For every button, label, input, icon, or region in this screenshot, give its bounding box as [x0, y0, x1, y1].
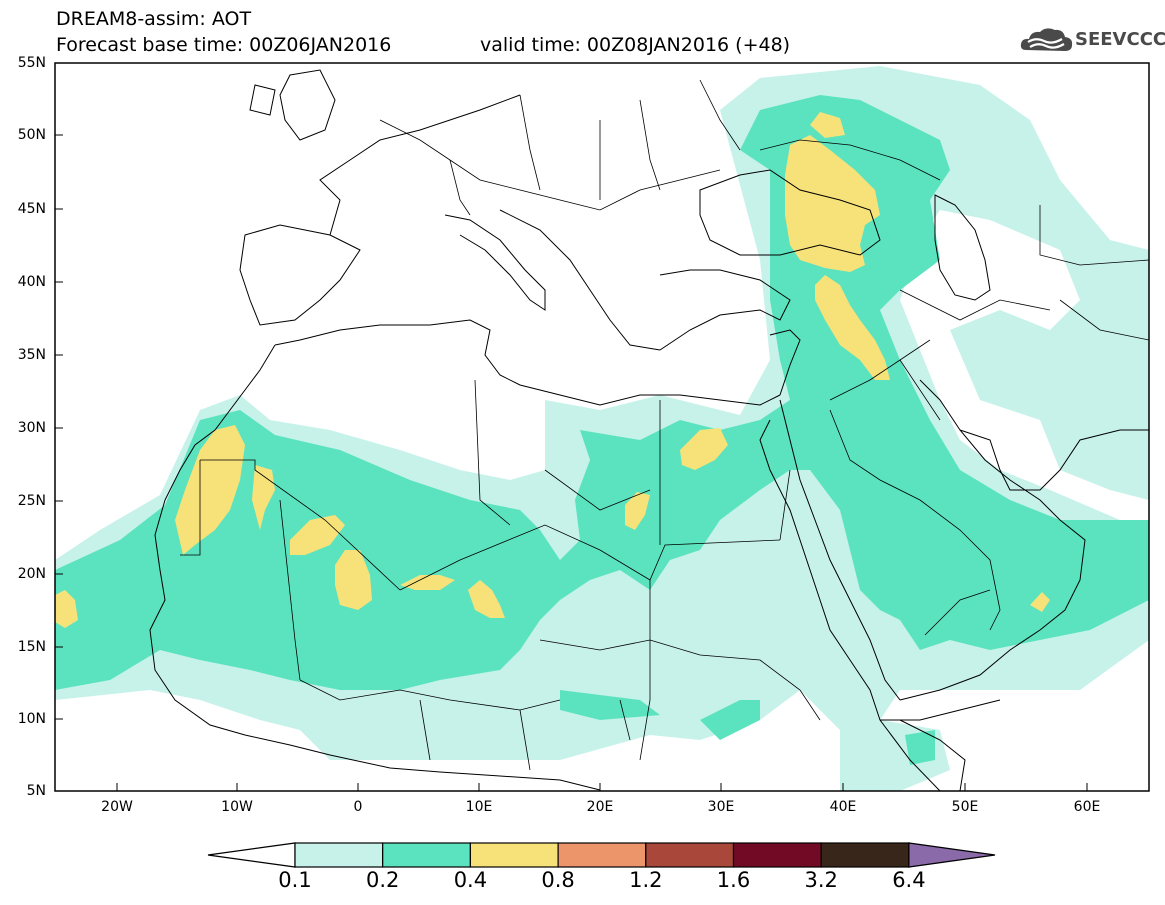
lat-label: 15N [17, 639, 46, 655]
lon-label: 10E [465, 799, 493, 815]
axis-ticks [55, 134, 1088, 791]
forecast-base-time: Forecast base time: 00Z06JAN2016 [56, 34, 392, 56]
cloud-icon [1020, 28, 1073, 51]
lat-label: 20N [17, 566, 46, 582]
colorbar-label: 0.4 [453, 868, 488, 892]
colorbar-label: 1.2 [629, 868, 663, 892]
colorbar-label: 1.6 [716, 868, 751, 892]
colorbar-segment [820, 842, 910, 868]
colorbar-over-triangle [908, 842, 996, 868]
lon-label: 20E [586, 799, 614, 815]
colorbar-segment [732, 842, 822, 868]
lon-label: 20W [101, 799, 133, 815]
colorbar-segment [557, 842, 647, 868]
lon-label: 60E [1073, 799, 1101, 815]
colorbar-label: 6.4 [892, 868, 926, 892]
colorbar-label: 0.8 [541, 868, 575, 892]
colorbar-label: 3.2 [804, 868, 838, 892]
lat-label: 5N [26, 783, 46, 799]
lat-label: 10N [17, 711, 46, 727]
aot-level-0-4 [55, 112, 1050, 628]
lon-label: 0 [353, 799, 363, 815]
borders [180, 79, 1149, 771]
colorbar [207, 842, 996, 868]
lon-label: 40E [829, 799, 857, 815]
lon-label: 50E [951, 799, 979, 815]
colorbar-segment [294, 842, 384, 868]
lat-label: 50N [17, 127, 46, 143]
lat-label: 35N [17, 347, 46, 363]
colorbar-label: 0.1 [278, 868, 312, 892]
lat-label: 55N [17, 55, 46, 71]
colorbar-segment [382, 842, 472, 868]
lat-label: 30N [17, 420, 46, 436]
valid-time: valid time: 00Z08JAN2016 (+48) [480, 34, 791, 56]
lon-label: 10W [221, 799, 253, 815]
lat-label: 45N [17, 201, 46, 217]
colorbar-label: 0.2 [365, 868, 400, 892]
logo-text: SEEVCCC [1075, 29, 1165, 50]
lon-label: 30E [707, 799, 735, 815]
map-frame [54, 62, 1150, 792]
map-title: DREAM8-assim: AOT [56, 8, 252, 30]
colorbar-segment [469, 842, 559, 868]
coastlines [149, 69, 1149, 791]
colorbar-under-triangle [207, 842, 296, 868]
colorbar-segment [645, 842, 735, 868]
lat-label: 25N [17, 493, 46, 509]
lat-label: 40N [17, 274, 46, 290]
